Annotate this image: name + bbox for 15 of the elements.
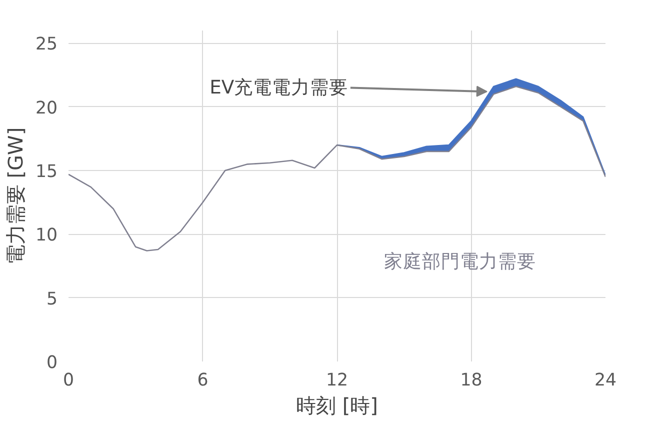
x-tick-label: 6: [197, 370, 208, 390]
y-tick-label: 25: [35, 34, 58, 55]
x-tick-label: 12: [326, 370, 348, 390]
x-tick-label: 18: [460, 370, 482, 390]
y-tick-label: 0: [46, 353, 58, 373]
text: 家庭部門電力需要: [384, 250, 536, 273]
y-tick-label: 10: [35, 226, 58, 246]
y-tick-label: 5: [46, 289, 58, 310]
text: EV充電電力需要: [210, 76, 348, 98]
y-tick-label: 15: [35, 162, 58, 182]
x-axis-title: 時刻 [時]: [296, 394, 378, 418]
x-tick-label: 24: [594, 370, 617, 390]
y-axis-title: 電力需要 [GW]: [3, 127, 28, 265]
y-tick-label: 20: [35, 98, 58, 118]
x-tick-label: 0: [62, 370, 74, 390]
